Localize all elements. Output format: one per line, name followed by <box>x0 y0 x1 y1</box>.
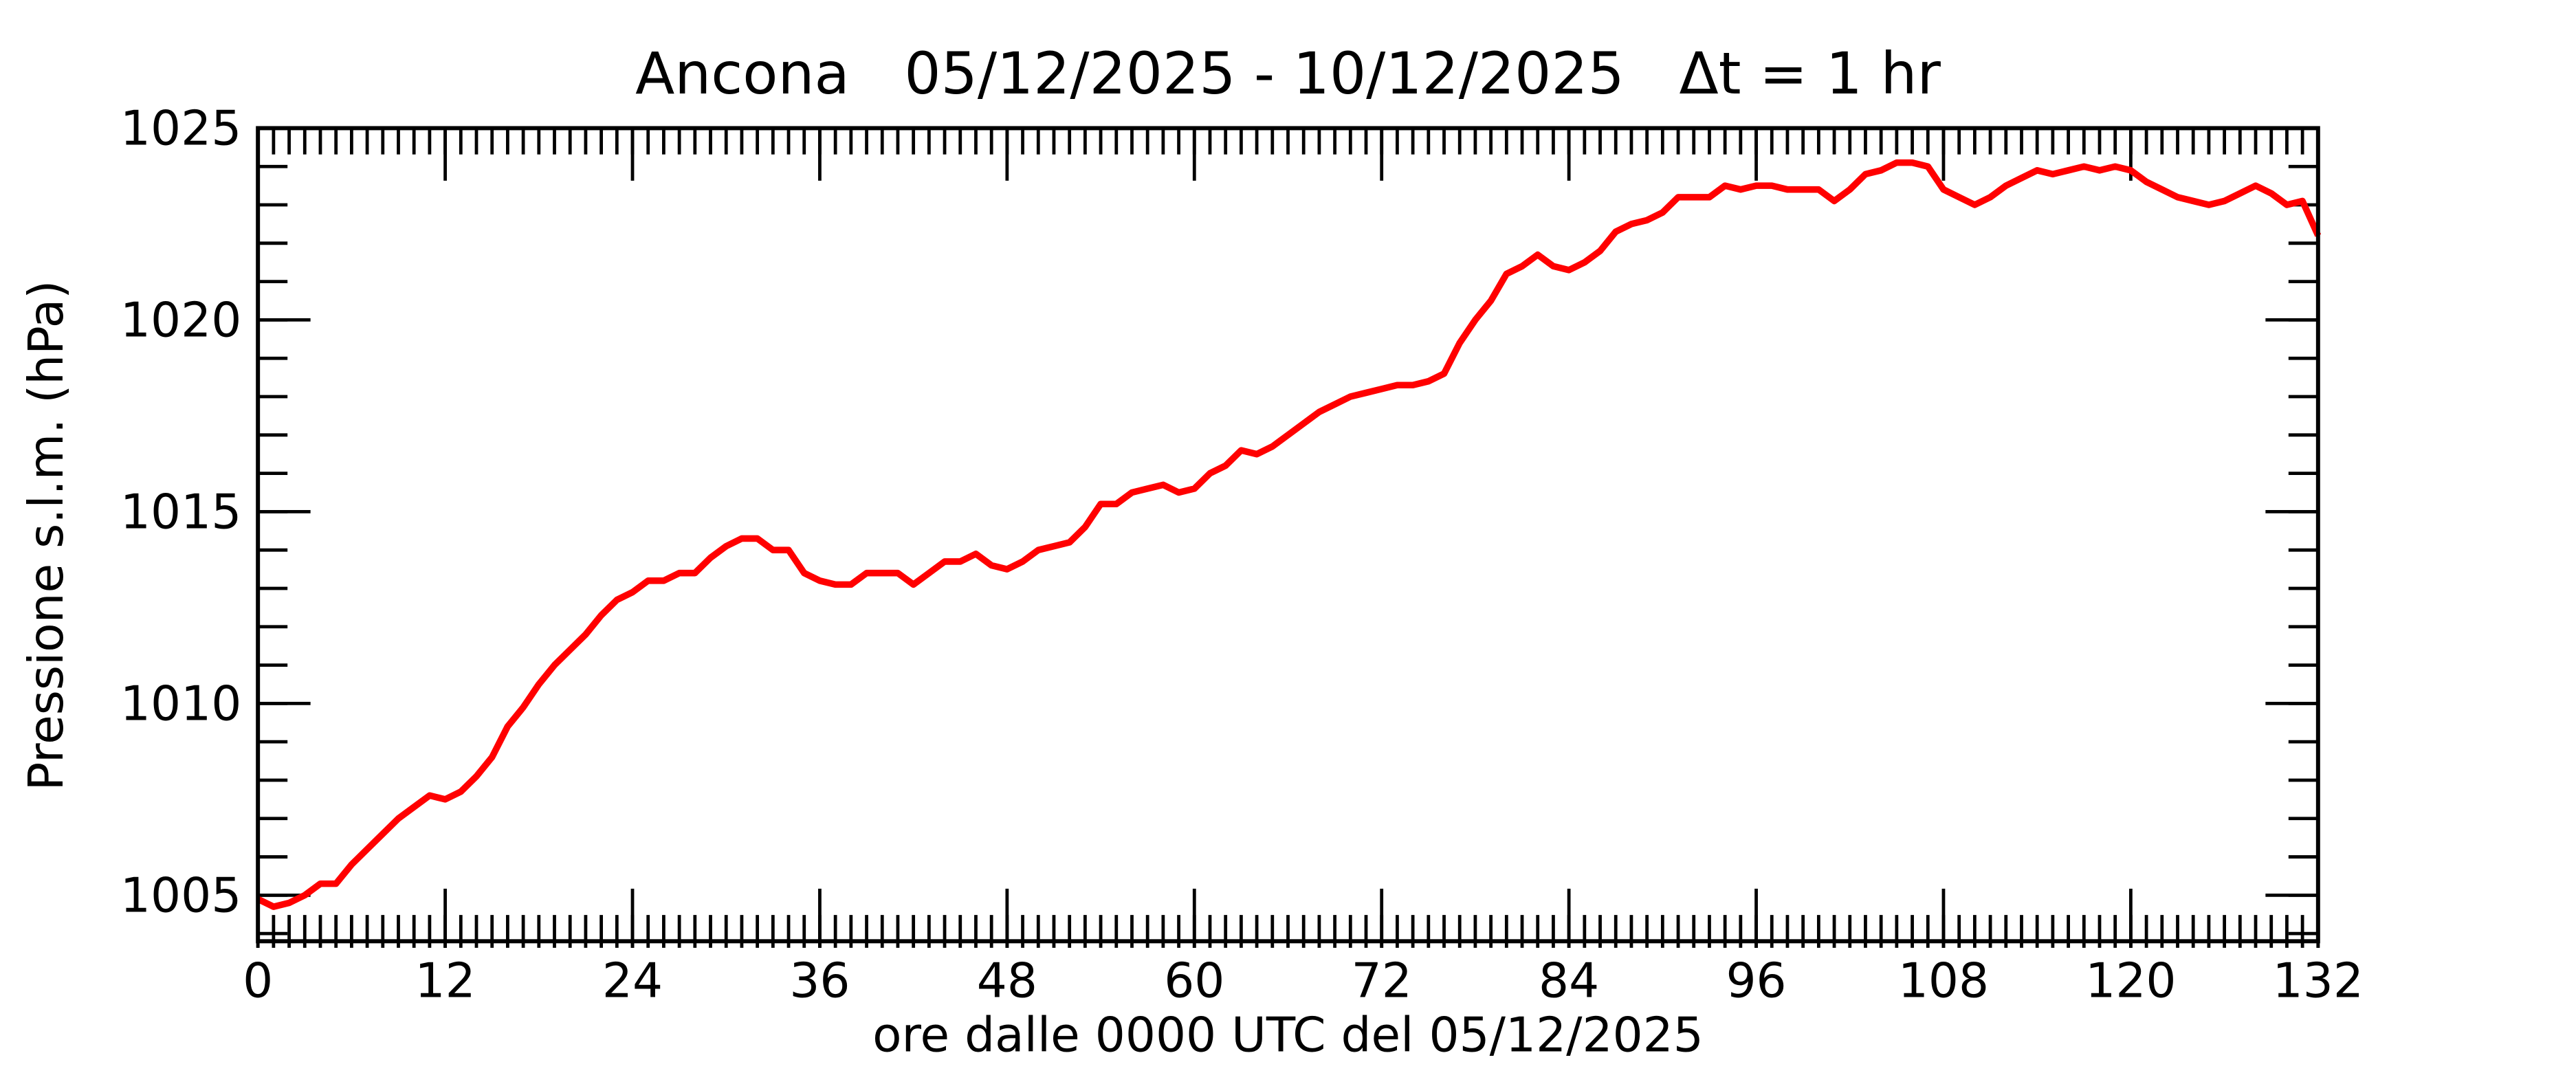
y-tick-label: 1020 <box>120 293 241 348</box>
y-tick-label: 1010 <box>120 676 241 731</box>
x-tick-label: 60 <box>1164 954 1224 1009</box>
y-tick-label: 1005 <box>120 868 241 923</box>
x-tick-label: 120 <box>2085 954 2176 1009</box>
y-tick-label: 1015 <box>120 485 241 540</box>
data-line <box>256 159 2322 910</box>
x-tick-label: 96 <box>1726 954 1786 1009</box>
chart-title: Ancona 05/12/2025 - 10/12/2025 Δt = 1 hr <box>635 40 1941 107</box>
plot-frame <box>256 126 2320 944</box>
x-tick-label: 0 <box>243 954 273 1009</box>
x-tick-label: 48 <box>977 954 1037 1009</box>
x-tick-label: 108 <box>1898 954 1989 1009</box>
x-axis-label: ore dalle 0000 UTC del 05/12/2025 <box>872 1008 1704 1063</box>
x-tick-label: 132 <box>2273 954 2364 1009</box>
x-tick-label: 72 <box>1352 954 1412 1009</box>
x-tick-label: 36 <box>789 954 850 1009</box>
y-axis-label: Pressione s.l.m. (hPa) <box>19 280 74 791</box>
x-tick-label: 84 <box>1539 954 1599 1009</box>
x-tick-label: 24 <box>602 954 663 1009</box>
y-tick-label: 1025 <box>120 101 241 156</box>
x-tick-label: 12 <box>415 954 476 1009</box>
